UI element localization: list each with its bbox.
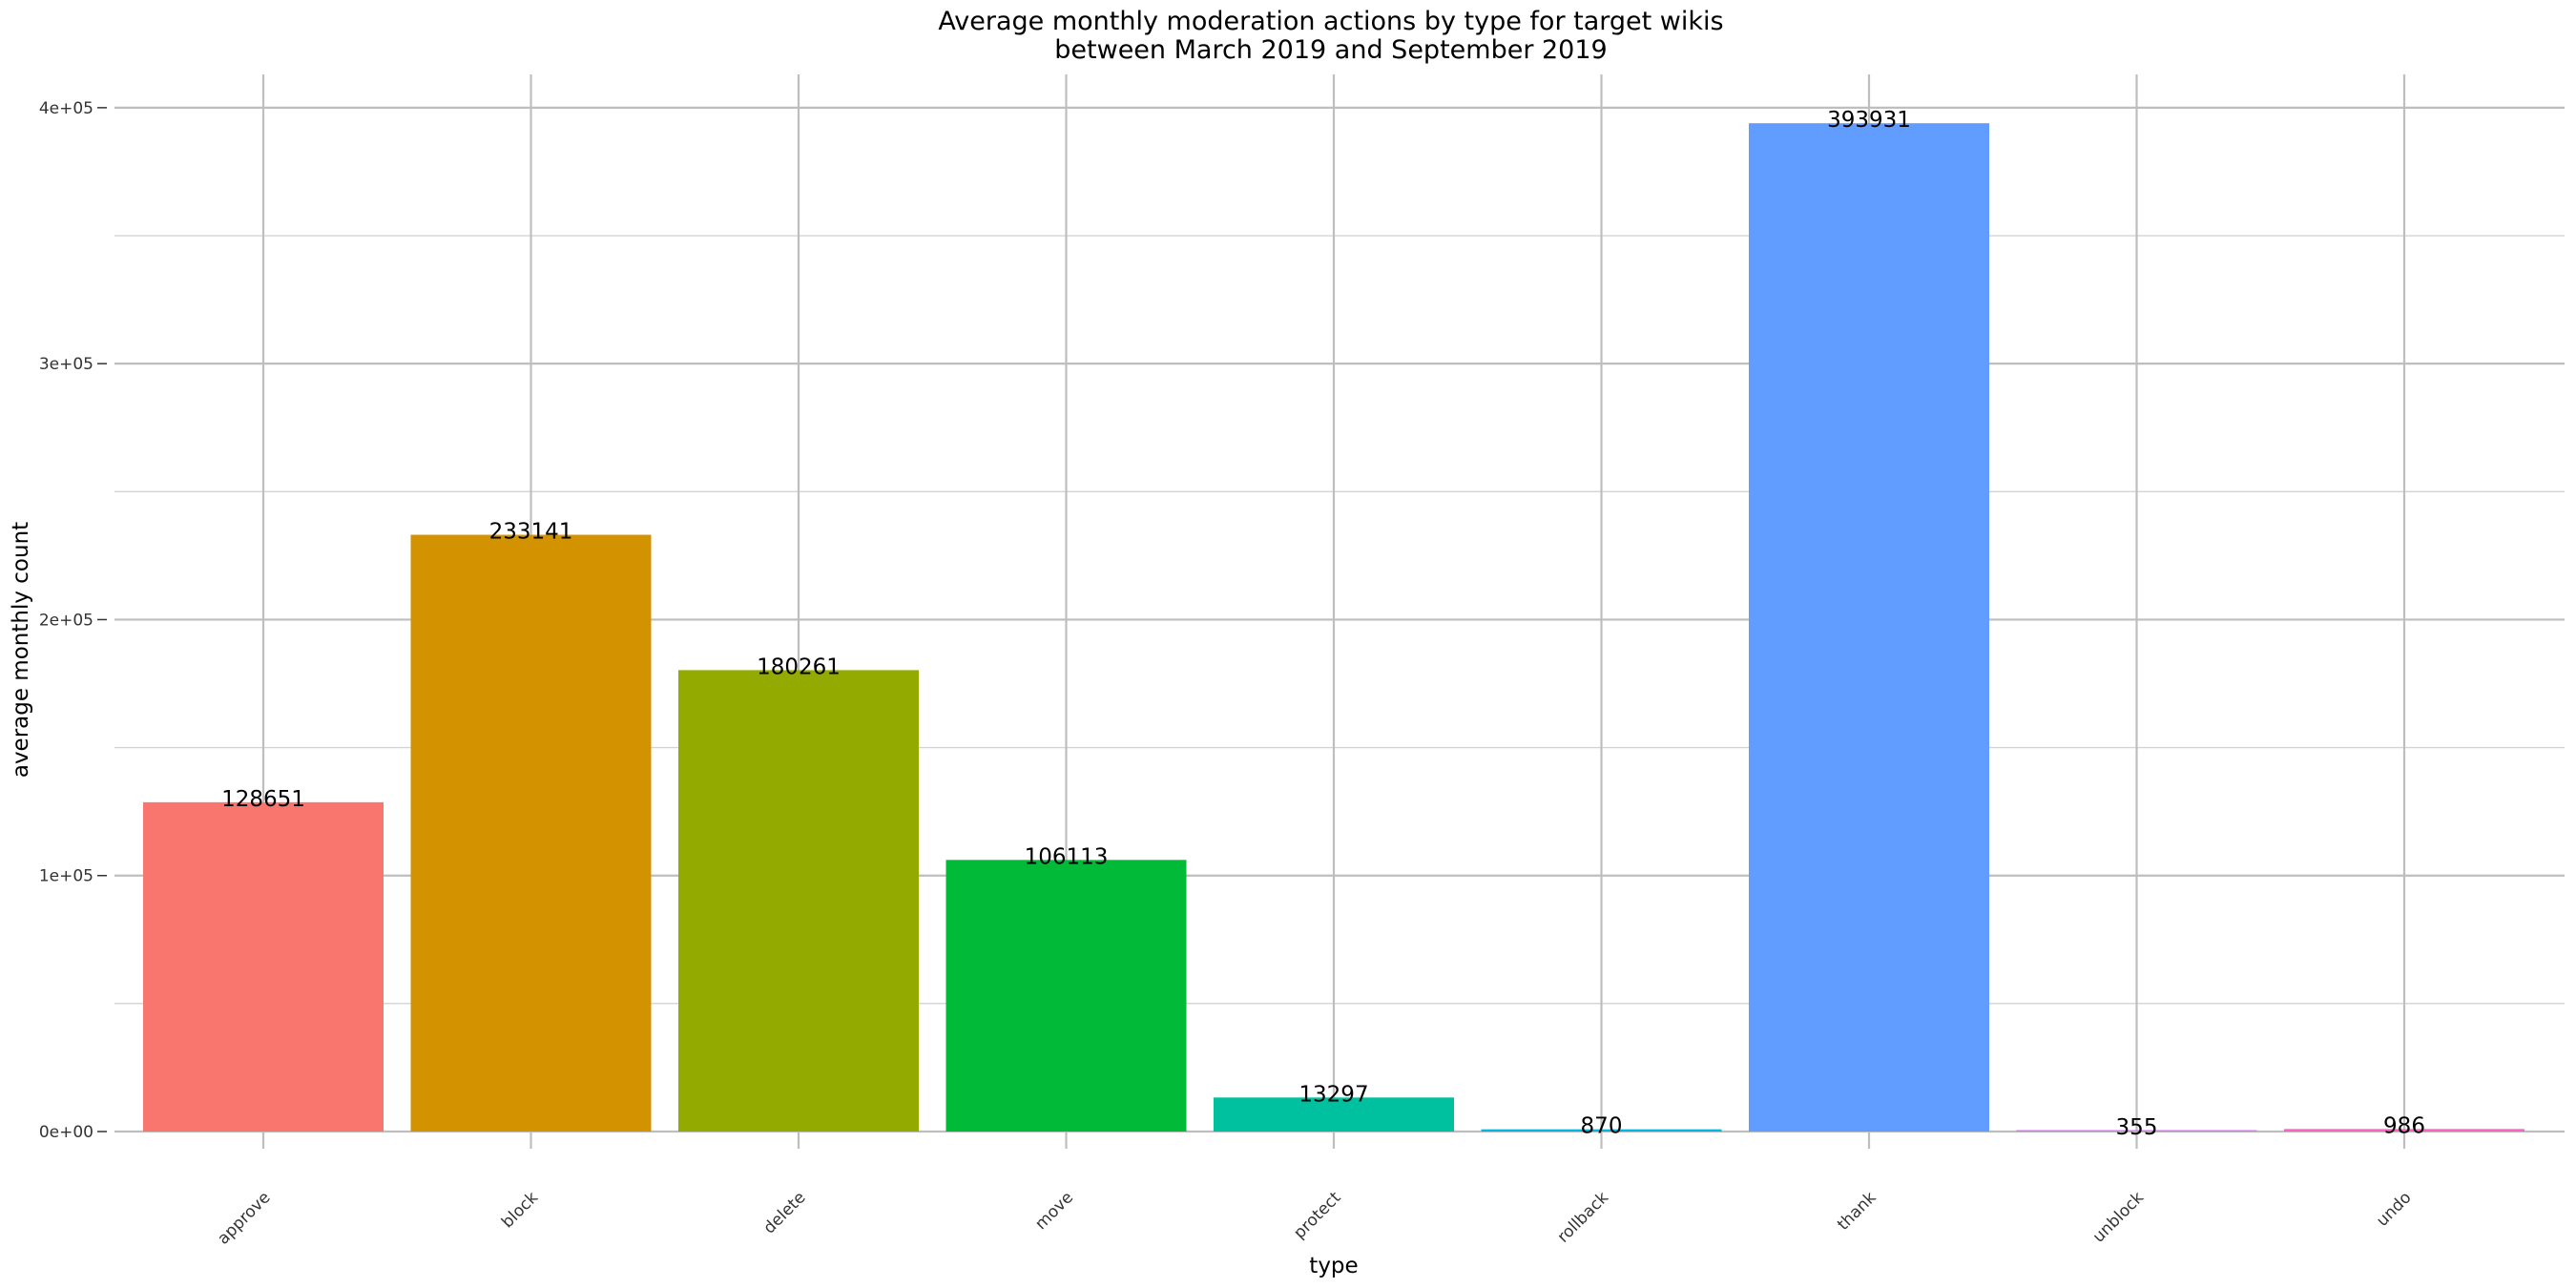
chart-subtitle: between March 2019 and September 2019: [1054, 35, 1607, 65]
x-tick-label-approve: approve: [214, 1188, 274, 1248]
value-label-undo: 986: [2383, 1113, 2425, 1138]
y-tick-label: 2e+05: [39, 611, 93, 630]
bar-approve: [143, 801, 384, 1132]
x-tick-label-block: block: [498, 1188, 542, 1232]
x-axis-title: type: [1309, 1254, 1358, 1278]
bars: [143, 123, 2524, 1132]
value-label-block: 233141: [489, 520, 573, 545]
value-label-rollback: 870: [1581, 1114, 1623, 1139]
x-tick-label-move: move: [1031, 1188, 1077, 1234]
value-label-protect: 13297: [1298, 1082, 1368, 1107]
y-tick-label: 1e+05: [39, 867, 93, 886]
y-axis-ticks: 0e+00 1e+05 2e+05 3e+05 4e+05: [39, 99, 107, 1142]
x-tick-label-delete: delete: [760, 1188, 810, 1237]
bar-protect: [1214, 1097, 1454, 1132]
x-tick-label-thank: thank: [1834, 1188, 1880, 1235]
bar-unblock: [2016, 1130, 2257, 1132]
value-labels: 128651 233141 180261 106113 13297 870 393931 35…: [221, 108, 2425, 1140]
value-label-approve: 128651: [221, 787, 305, 812]
value-label-delete: 180261: [757, 654, 841, 679]
y-tick-label: 3e+05: [39, 355, 93, 374]
value-label-unblock: 355: [2116, 1115, 2158, 1140]
value-label-thank: 393931: [1827, 108, 1911, 133]
bar-thank: [1749, 123, 1989, 1132]
bar-undo: [2284, 1129, 2524, 1132]
value-label-move: 106113: [1025, 844, 1109, 869]
x-tick-label-protect: protect: [1290, 1188, 1344, 1242]
x-tick-label-unblock: unblock: [2089, 1188, 2148, 1246]
bar-delete: [678, 670, 919, 1132]
bar-block: [410, 534, 652, 1132]
y-tick-label: 4e+05: [39, 99, 93, 118]
chart-title: Average monthly moderation actions by ty…: [938, 7, 1723, 36]
bar-move: [945, 860, 1187, 1132]
x-axis-ticks: approve block delete move protect rollback tha…: [214, 1188, 2415, 1249]
bar-rollback: [1481, 1129, 1722, 1132]
y-tick-label: 0e+00: [39, 1123, 93, 1142]
y-axis-title: average monthly count: [9, 522, 33, 778]
x-tick-label-undo: undo: [2373, 1188, 2415, 1230]
x-tick-label-rollback: rollback: [1554, 1188, 1613, 1247]
